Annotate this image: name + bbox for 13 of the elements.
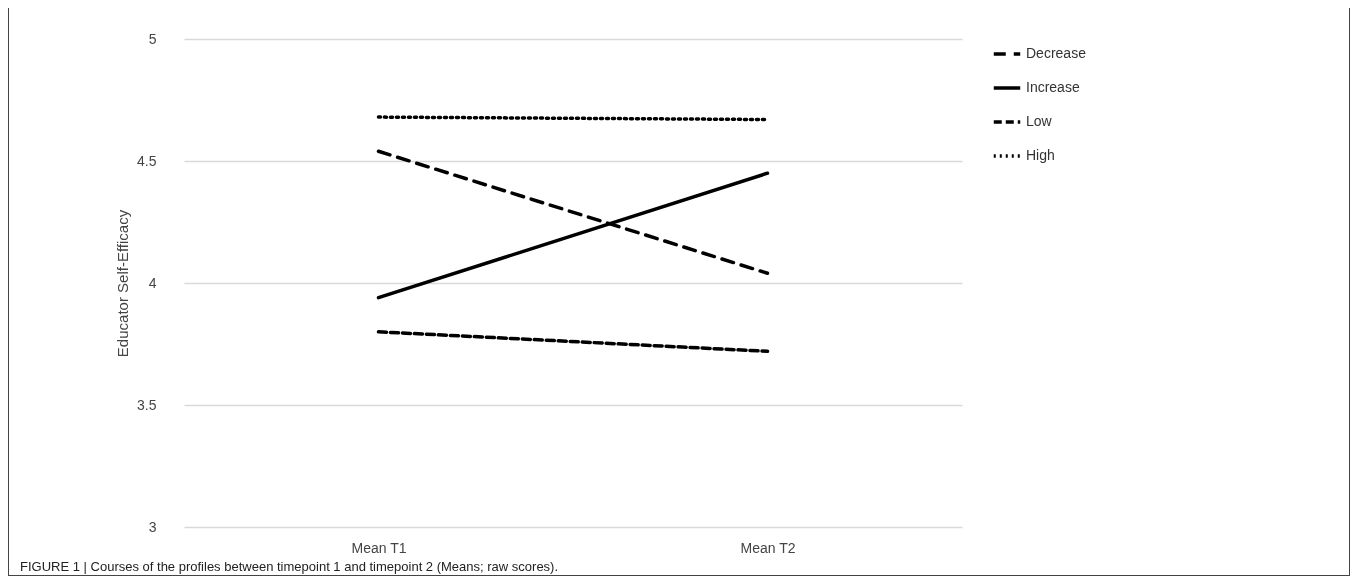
x-tick-label: Mean T2: [740, 539, 796, 556]
caption: FIGURE 1 | Courses of the profiles between timepoint 1 and timepoint 2 (Means; raw scores).: [20, 559, 559, 574]
y-axis-title: Educator Self-Efficacy: [114, 209, 132, 358]
legend-label: Increase: [1026, 79, 1080, 95]
y-tick-label: 3: [148, 518, 157, 535]
x-tick-label: Mean T1: [351, 539, 407, 556]
legend-label: Low: [1026, 113, 1053, 129]
y-tick-label: 3.5: [137, 396, 157, 413]
y-tick-label: 4.5: [137, 152, 157, 169]
y-tick-label: 5: [148, 30, 157, 47]
y-tick-label: 4: [148, 274, 157, 291]
legend-label: Decrease: [1026, 45, 1087, 61]
legend-label: High: [1026, 147, 1055, 163]
